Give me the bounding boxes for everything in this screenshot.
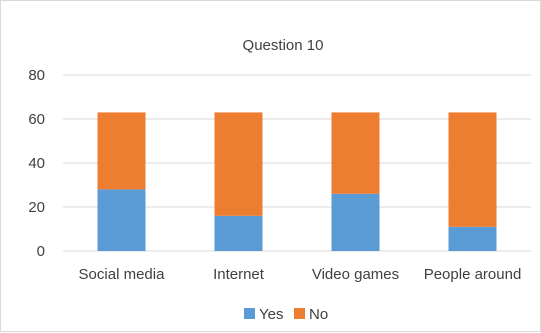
category-label: People around [424, 266, 522, 283]
category-label: Video games [312, 266, 399, 283]
bar-no-video-games [331, 112, 380, 194]
bar-yes-people-around [448, 226, 497, 251]
bar-no-internet [214, 112, 263, 216]
chart-title: Question 10 [243, 37, 324, 54]
legend-swatch-yes [244, 308, 255, 319]
legend: Yes No [244, 306, 328, 323]
y-axis-tick-labels: 0 20 40 60 80 [28, 67, 45, 260]
category-label: Internet [213, 266, 265, 283]
y-tick-label: 80 [28, 67, 45, 84]
bar-no-social-media [97, 112, 146, 190]
y-tick-label: 0 [37, 243, 45, 260]
bar-yes-social-media [97, 189, 146, 251]
y-tick-label: 40 [28, 155, 45, 172]
bar-yes-video-games [331, 193, 380, 251]
bars [97, 112, 497, 251]
legend-swatch-no [294, 308, 305, 319]
y-tick-label: 60 [28, 111, 45, 128]
bar-yes-internet [214, 215, 263, 251]
bar-no-people-around [448, 112, 497, 227]
y-tick-label: 20 [28, 199, 45, 216]
x-axis-category-labels: Social media Internet Video games People ar… [79, 266, 522, 283]
legend-label-yes: Yes [259, 306, 283, 323]
legend-label-no: No [309, 306, 328, 323]
category-label: Social media [79, 266, 166, 283]
